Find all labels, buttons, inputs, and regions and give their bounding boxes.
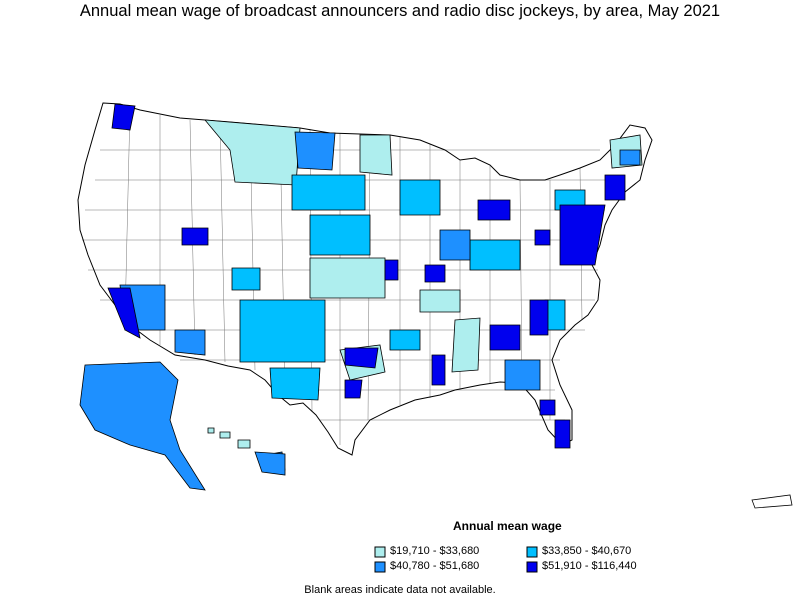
hawaii <box>207 427 286 476</box>
blank-areas-note: Blank areas indicate data not available. <box>304 584 496 596</box>
legend-swatch-2 <box>526 546 538 558</box>
legend-swatch-4 <box>526 561 538 573</box>
legend-label-4: $51,910 - $116,440 <box>542 560 637 572</box>
map-title: Annual mean wage of broadcast announcers… <box>79 2 721 20</box>
legend-label-3: $40,780 - $51,680 <box>390 560 480 572</box>
legend-label-2: $33,850 - $40,670 <box>542 545 632 557</box>
puerto-rico <box>751 494 793 509</box>
legend-swatch-3 <box>374 561 386 573</box>
legend-swatch-1 <box>374 546 386 558</box>
legend-title: Annual mean wage <box>453 519 562 533</box>
legend-label-1: $19,710 - $33,680 <box>390 545 480 557</box>
